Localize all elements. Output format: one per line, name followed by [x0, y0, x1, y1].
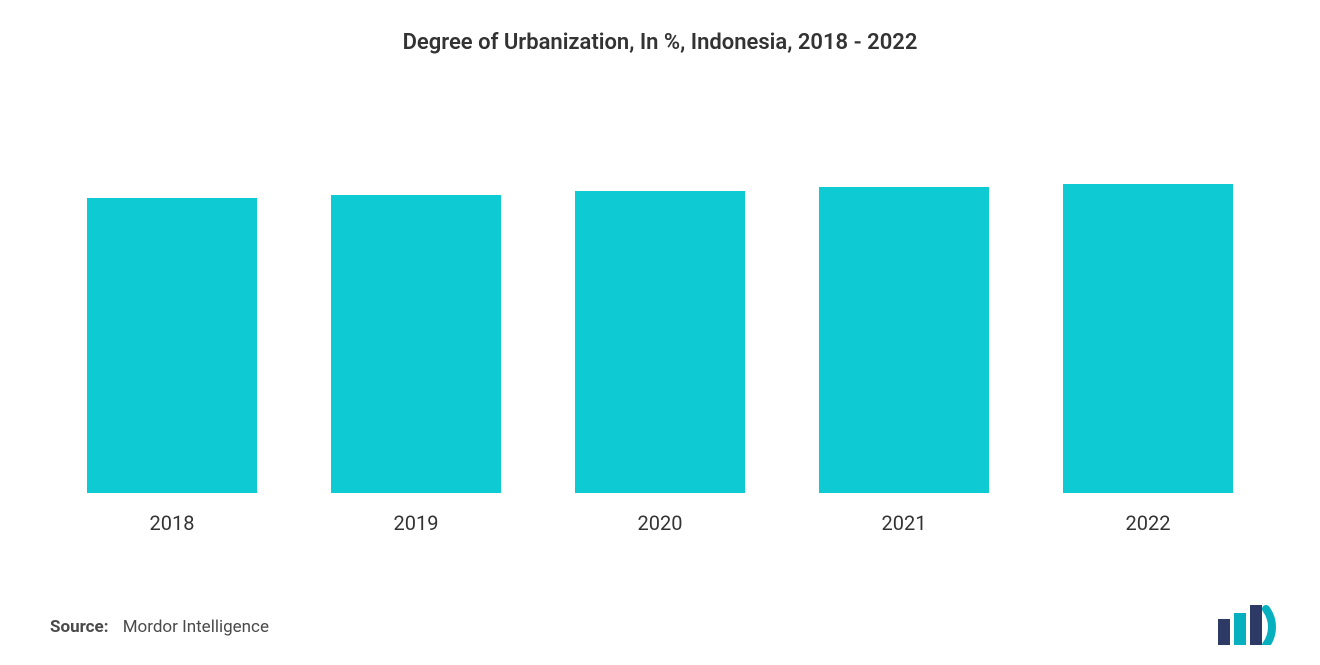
xlabel-1: 2019 — [394, 511, 439, 535]
bar-group-4: 2022 — [1026, 95, 1270, 535]
source-value: Mordor Intelligence — [123, 617, 269, 637]
bar-2 — [575, 191, 745, 493]
plot-area: 2018 2019 2020 2021 2022 — [50, 95, 1270, 535]
xlabel-3: 2021 — [882, 511, 927, 535]
bar-group-3: 2021 — [782, 95, 1026, 535]
bar-group-1: 2019 — [294, 95, 538, 535]
xlabel-2: 2020 — [638, 511, 683, 535]
source-footer: Source: Mordor Intelligence — [50, 617, 269, 637]
chart-container: Degree of Urbanization, In %, Indonesia,… — [0, 0, 1320, 665]
bar-group-2: 2020 — [538, 95, 782, 535]
source-label: Source: — [50, 617, 108, 637]
bar-0 — [87, 198, 257, 493]
bar-group-0: 2018 — [50, 95, 294, 535]
bar-4 — [1063, 184, 1233, 493]
bar-1 — [331, 195, 501, 493]
bar-3 — [819, 187, 989, 493]
mordor-logo-icon — [1216, 605, 1280, 645]
xlabel-0: 2018 — [150, 511, 195, 535]
chart-title: Degree of Urbanization, In %, Indonesia,… — [50, 30, 1270, 55]
xlabel-4: 2022 — [1126, 511, 1171, 535]
